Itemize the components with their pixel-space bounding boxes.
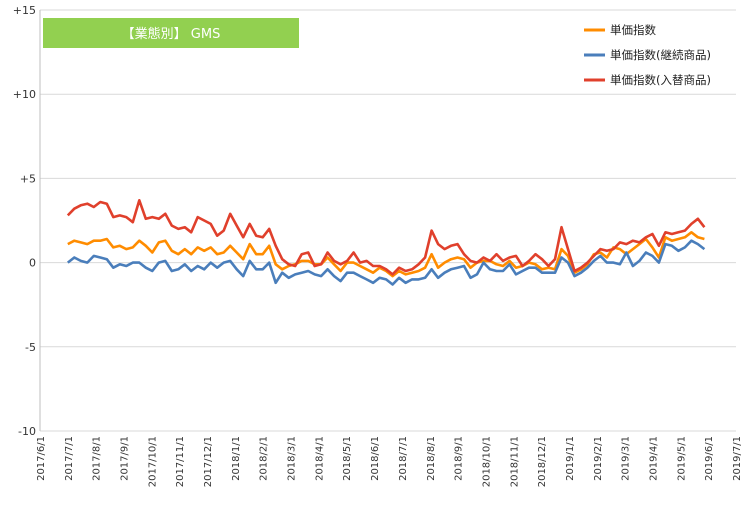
x-tick-label: 2018/9/1 <box>454 436 465 481</box>
x-tick-label: 2018/11/1 <box>509 436 520 487</box>
x-tick-label: 2018/1/1 <box>231 436 242 481</box>
y-tick-label: -10 <box>18 425 36 438</box>
x-tick-label: 2019/7/1 <box>732 436 742 481</box>
x-tick-label: 2018/5/1 <box>342 436 353 481</box>
series-line-3 <box>66 199 706 276</box>
y-tick-label: +10 <box>13 88 36 101</box>
x-tick-label: 2019/5/1 <box>676 436 687 481</box>
legend-label: 単価指数 <box>610 23 656 37</box>
x-tick-label: 2017/7/1 <box>64 436 75 481</box>
y-tick-label: 0 <box>29 257 36 270</box>
x-tick-label: 2017/6/1 <box>36 436 47 481</box>
x-tick-label: 2018/10/1 <box>481 436 492 487</box>
x-tick-label: 2018/4/1 <box>314 436 325 481</box>
legend-label: 単価指数(継続商品) <box>610 48 711 62</box>
gridlines <box>39 9 736 432</box>
x-tick-label: 2018/12/1 <box>537 436 548 487</box>
legend-label: 単価指数(入替商品) <box>610 73 711 87</box>
y-axis-ticks: +15 +10 +5 0 -5 -10 <box>13 4 36 438</box>
x-tick-label: 2017/10/1 <box>147 436 158 487</box>
x-tick-label: 2019/3/1 <box>621 436 632 481</box>
series-lines <box>66 199 706 286</box>
x-axis-ticks: 2017/6/1 2017/7/1 2017/8/1 2017/9/1 2017/10/… <box>36 436 742 487</box>
series-line-2 <box>66 239 706 286</box>
x-tick-label: 2018/8/1 <box>426 436 437 481</box>
x-tick-label: 2019/6/1 <box>704 436 715 481</box>
x-tick-label: 2017/8/1 <box>92 436 103 481</box>
x-tick-label: 2019/4/1 <box>648 436 659 481</box>
x-tick-label: 2018/6/1 <box>370 436 381 481</box>
y-tick-label: +5 <box>20 172 36 185</box>
x-tick-label: 2017/12/1 <box>203 436 214 487</box>
x-tick-label: 2019/2/1 <box>593 436 604 481</box>
y-tick-label: +15 <box>13 4 36 17</box>
x-tick-label: 2019/1/1 <box>565 436 576 481</box>
chart-title-box: 【業態別】 GMS <box>43 18 299 48</box>
chart-title: 【業態別】 GMS <box>122 26 221 42</box>
x-tick-label: 2018/7/1 <box>398 436 409 481</box>
y-tick-label: -5 <box>25 341 36 354</box>
x-tick-label: 2018/2/1 <box>259 436 270 481</box>
x-tick-label: 2017/9/1 <box>120 436 131 481</box>
x-tick-label: 2018/3/1 <box>287 436 298 481</box>
chart-title-background <box>43 18 299 48</box>
x-tick-label: 2017/11/1 <box>175 436 186 487</box>
